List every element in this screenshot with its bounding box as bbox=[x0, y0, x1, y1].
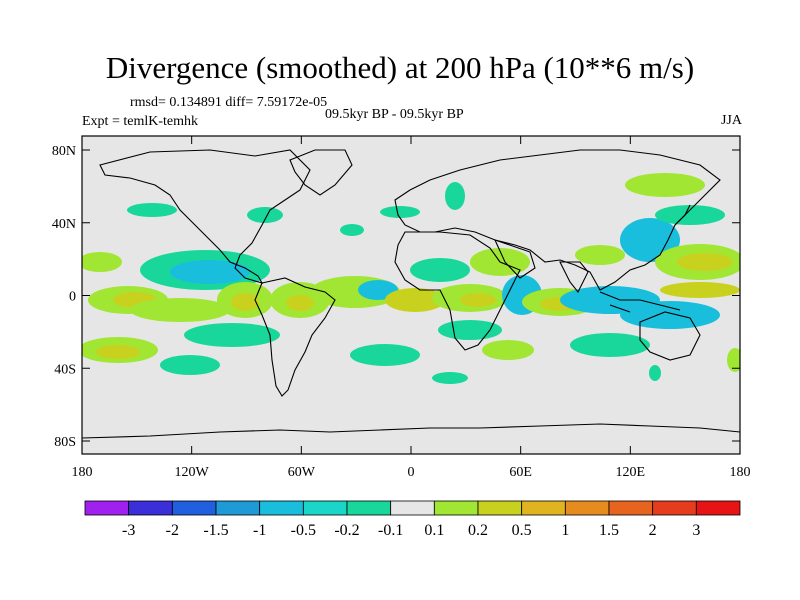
coastline-maritime-continent bbox=[599, 291, 681, 313]
divergence-blob bbox=[385, 288, 445, 312]
coastlines bbox=[82, 149, 740, 439]
coastline-antarctica bbox=[82, 423, 740, 439]
coastline-japan bbox=[674, 204, 691, 226]
divergence-blob bbox=[82, 252, 122, 272]
lat-tick-label: 40N bbox=[52, 217, 76, 232]
colorbar-label: 0.5 bbox=[512, 522, 532, 539]
colorbar-swatch bbox=[171, 500, 217, 516]
lat-tick-label: 40S bbox=[54, 362, 76, 377]
divergence-blob bbox=[625, 173, 705, 197]
coastline-arabia bbox=[493, 239, 536, 279]
axis-ticks: 180 120W 60W 0 60E 120E 180 80N 40N 0 40S 80S bbox=[52, 136, 751, 480]
lon-tick-label: 0 bbox=[408, 465, 415, 480]
colorbar-label: 0.2 bbox=[468, 522, 488, 539]
divergence-blob bbox=[570, 333, 650, 357]
divergence-blob bbox=[655, 205, 725, 225]
colorbar-swatch bbox=[695, 500, 741, 516]
colorbar-swatch bbox=[302, 500, 348, 516]
colorbar-label: 3 bbox=[692, 522, 700, 539]
coastline-africa bbox=[394, 231, 521, 351]
season-label: JJA bbox=[720, 113, 742, 128]
lat-tick-label: 80S bbox=[54, 435, 76, 450]
lon-tick-label: 60W bbox=[288, 465, 316, 480]
divergence-blob bbox=[170, 260, 250, 284]
colorbar: -3 -2 -1.5 -1 -0.5 -0.2 -0.1 0.1 0.2 0.5 1 1.5 2 3 bbox=[84, 500, 741, 539]
divergence-blob bbox=[482, 340, 534, 360]
experiment-label: Expt = temlK-temhk bbox=[82, 114, 198, 129]
coastline-north-america bbox=[99, 149, 311, 284]
colorbar-label: -0.5 bbox=[291, 522, 316, 539]
divergence-blob bbox=[130, 298, 230, 322]
lon-tick-label: 180 bbox=[730, 465, 751, 480]
colorbar-label: -1 bbox=[253, 522, 266, 539]
divergence-blob bbox=[340, 224, 364, 236]
lat-tick-label: 0 bbox=[69, 290, 76, 305]
colorbar-label: -0.1 bbox=[378, 522, 403, 539]
colorbar-swatch bbox=[608, 500, 654, 516]
divergence-blob bbox=[247, 207, 283, 223]
divergence-blob bbox=[184, 323, 280, 347]
colorbar-swatch bbox=[346, 500, 392, 516]
divergence-blob bbox=[127, 203, 177, 217]
divergence-blob bbox=[460, 293, 496, 307]
colorbar-label: -0.2 bbox=[334, 522, 359, 539]
divergence-blob bbox=[438, 320, 502, 340]
divergence-blob bbox=[620, 301, 720, 329]
coastline-europe-asia bbox=[394, 149, 721, 291]
colorbar-label: 1 bbox=[561, 522, 569, 539]
colorbar-label: 2 bbox=[649, 522, 657, 539]
coastline-australia bbox=[639, 311, 701, 361]
period-label: 09.5kyr BP - 09.5kyr BP bbox=[325, 107, 464, 122]
lon-tick-label: 180 bbox=[72, 465, 93, 480]
rmsd-diff-stats: rmsd= 0.134891 diff= 7.59172e-05 bbox=[130, 95, 328, 110]
lon-tick-label: 120E bbox=[616, 465, 646, 480]
divergence-blob bbox=[727, 348, 740, 372]
coastline-greenland bbox=[289, 149, 353, 196]
divergence-blob bbox=[410, 258, 470, 282]
colorbar-label: -3 bbox=[122, 522, 135, 539]
lon-tick-label: 120W bbox=[175, 465, 210, 480]
divergence-blob bbox=[445, 182, 465, 210]
colorbar-swatch bbox=[564, 500, 610, 516]
divergence-blob bbox=[575, 245, 625, 265]
divergence-blob bbox=[432, 372, 468, 384]
colorbar-label: 0.1 bbox=[424, 522, 444, 539]
lat-tick-label: 80N bbox=[52, 144, 76, 159]
divergence-blob bbox=[231, 293, 259, 311]
colorbar-swatch bbox=[477, 500, 523, 516]
divergence-blob bbox=[160, 355, 220, 375]
colorbar-swatch bbox=[390, 500, 435, 516]
colorbar-swatch bbox=[215, 500, 261, 516]
colorbar-label: -2 bbox=[166, 522, 179, 539]
colorbar-swatch bbox=[128, 500, 173, 516]
figure-title: Divergence (smoothed) at 200 hPa (10**6 … bbox=[105, 50, 695, 85]
colorbar-label: -1.5 bbox=[203, 522, 228, 539]
divergence-blob bbox=[660, 282, 740, 298]
colorbar-swatch bbox=[84, 500, 130, 516]
lon-tick-label: 60E bbox=[509, 465, 532, 480]
colorbar-swatch bbox=[433, 500, 479, 516]
coastline-india bbox=[559, 261, 589, 294]
divergence-field bbox=[82, 173, 740, 384]
colorbar-swatch bbox=[652, 500, 697, 516]
divergence-blob bbox=[96, 345, 140, 359]
colorbar-label: 1.5 bbox=[599, 522, 619, 539]
divergence-blob bbox=[350, 344, 420, 366]
colorbar-swatch bbox=[521, 500, 566, 516]
divergence-blob bbox=[677, 253, 733, 271]
divergence-blob bbox=[649, 365, 661, 381]
colorbar-swatch bbox=[259, 500, 304, 516]
divergence-blob bbox=[380, 206, 420, 218]
coastline-south-america bbox=[254, 277, 336, 397]
divergence-blob bbox=[286, 295, 314, 311]
